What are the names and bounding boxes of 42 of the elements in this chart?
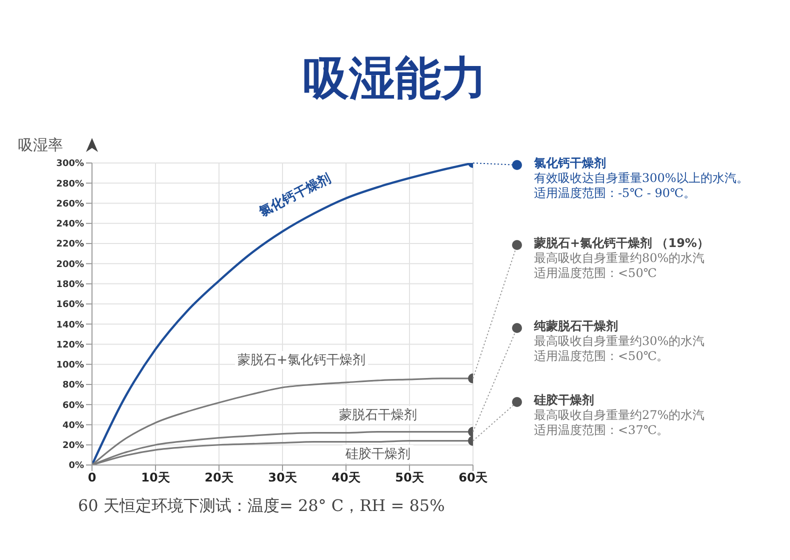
- text: 最高吸收自身重量约27%的水汽: [534, 408, 705, 423]
- y-tick-label: 240%: [56, 220, 84, 230]
- text: 有效吸收达自身重量300%以上的水汽。: [534, 171, 748, 186]
- y-tick-label: 120%: [56, 340, 84, 350]
- text: 最高吸收自身重量约30%的水汽: [534, 334, 705, 349]
- y-tick-label: 260%: [56, 199, 84, 210]
- text: 硅胶干燥剂: [534, 393, 595, 408]
- x-tick-label: 40天: [332, 470, 362, 485]
- y-tick-label: 220%: [56, 240, 84, 250]
- text: 蒙脱石+氯化钙干燥剂 （19%）: [534, 236, 709, 251]
- x-tick-label: 60天: [458, 470, 488, 485]
- y-axis-title: 吸湿率: [18, 136, 63, 155]
- text: 适用温度范围：<37℃。: [534, 423, 670, 438]
- y-tick-label: 280%: [56, 179, 84, 190]
- text: 适用温度范围：-5℃ - 90℃。: [534, 186, 696, 201]
- y-tick-label: 100%: [56, 360, 84, 371]
- text: 纯蒙脱石干燥剂: [534, 319, 619, 334]
- text: 最高吸收自身重量约80%的水汽: [534, 251, 706, 266]
- chart-title: 吸湿能力: [302, 50, 488, 107]
- x-tick-label: 50天: [395, 470, 425, 485]
- text: 氯化钙干燥剂: [534, 156, 607, 171]
- text: 适用温度范围：<50℃: [534, 266, 658, 281]
- y-tick-label: 20%: [62, 441, 84, 452]
- series-label: 蒙脱石干燥剂: [336, 406, 420, 424]
- y-tick-label: 300%: [56, 159, 84, 170]
- y-tick-label: 60%: [62, 400, 84, 411]
- x-tick-label: 10天: [141, 470, 171, 485]
- text: 氯化钙干燥剂: [256, 170, 335, 222]
- x-tick-label: 30天: [268, 470, 298, 485]
- y-tick-label: 160%: [56, 300, 84, 310]
- series-label: 硅胶干燥剂: [342, 444, 414, 463]
- x-tick-label: 20天: [204, 470, 234, 485]
- text: 适用温度范围：<50℃。: [534, 349, 670, 364]
- text: 60 天恒定环境下测试：温度= 28° C，RH = 85%: [78, 496, 445, 517]
- y-tick-label: 0%: [68, 461, 84, 472]
- series-label: 蒙脱石+氯化钙干燥剂: [234, 351, 368, 370]
- y-tick-label: 40%: [62, 420, 84, 431]
- y-tick-label: 180%: [56, 280, 84, 290]
- x-tick-label: 0: [88, 470, 96, 485]
- y-tick-label: 80%: [62, 380, 84, 391]
- y-tick-label: 140%: [56, 320, 84, 330]
- y-tick-label: 200%: [56, 260, 84, 270]
